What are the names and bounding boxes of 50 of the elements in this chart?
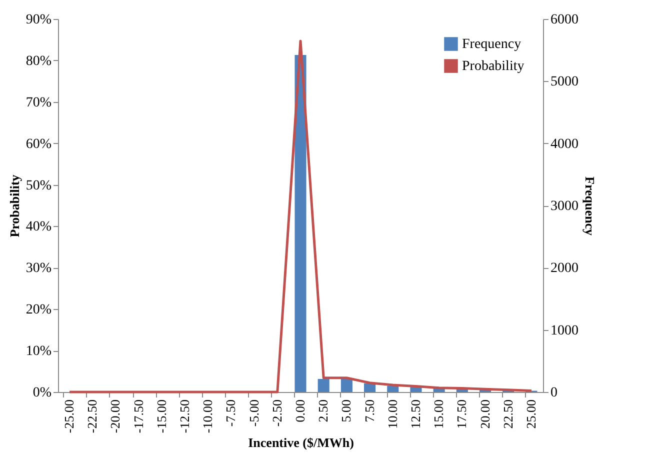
x-tick-label: 12.50 bbox=[408, 400, 423, 429]
x-tick-label: 10.00 bbox=[384, 400, 400, 429]
y2-axis-title: Frequency bbox=[582, 176, 598, 236]
x-tick-label: 5.00 bbox=[338, 400, 354, 422]
y-tick-label: 20% bbox=[26, 302, 52, 318]
x-axis-title: Incentive ($/MWh) bbox=[248, 435, 354, 450]
x-tick-label: 15.00 bbox=[431, 400, 446, 429]
y2-tick-label: 6000 bbox=[550, 12, 578, 28]
y2-tick-label: 4000 bbox=[550, 136, 578, 152]
legend-label: Frequency bbox=[462, 37, 522, 52]
y-tick-label: 0% bbox=[32, 386, 52, 400]
x-tick-label: -25.00 bbox=[62, 400, 77, 434]
x-tick-label: 25.00 bbox=[523, 400, 538, 429]
y-tick-label: 90% bbox=[26, 12, 52, 28]
x-tick-label: -15.00 bbox=[154, 400, 169, 434]
y-axis-title: Probability bbox=[6, 174, 22, 238]
y-tick-label: 40% bbox=[26, 220, 52, 235]
y-tick-label: 30% bbox=[26, 261, 52, 276]
y-tick-label: 60% bbox=[26, 136, 52, 152]
x-tick-label: -5.00 bbox=[246, 400, 262, 427]
x-tick-label: -7.50 bbox=[223, 400, 238, 427]
x-tick-label: 2.50 bbox=[316, 400, 331, 422]
x-tick-label: 7.50 bbox=[362, 400, 377, 422]
x-tick-label: -20.00 bbox=[108, 400, 123, 434]
x-tick-label: -2.50 bbox=[269, 400, 284, 427]
y2-tick-label: 2000 bbox=[550, 261, 578, 276]
y-tick-label: 70% bbox=[26, 95, 52, 110]
y-tick-label: 80% bbox=[26, 54, 52, 69]
x-tick-label: -22.50 bbox=[84, 400, 100, 434]
y2-tick-label: 3000 bbox=[550, 199, 578, 214]
line-series bbox=[68, 40, 533, 394]
x-tick-label: 22.50 bbox=[500, 400, 516, 429]
x-tick-label: 0.00 bbox=[292, 400, 308, 422]
x-tick-label: -10.00 bbox=[200, 400, 216, 434]
x-tick-label: 20.00 bbox=[477, 400, 492, 429]
bar bbox=[387, 386, 399, 392]
bar bbox=[294, 55, 306, 392]
y2-tick-label: 0 bbox=[550, 386, 558, 400]
bar bbox=[364, 383, 376, 392]
x-tick-label: 17.50 bbox=[454, 400, 470, 429]
bar bbox=[318, 378, 330, 392]
bar bbox=[340, 378, 352, 392]
y-tick-label: 10% bbox=[26, 344, 52, 360]
x-tick-label: -17.50 bbox=[130, 400, 146, 434]
y-tick-label: 50% bbox=[26, 178, 52, 194]
y2-tick-label: 5000 bbox=[550, 74, 578, 90]
bar bbox=[410, 387, 422, 392]
legend-label: Probability bbox=[462, 59, 524, 74]
y2-tick-label: 1000 bbox=[550, 323, 578, 338]
x-tick-label: -12.50 bbox=[177, 400, 192, 434]
